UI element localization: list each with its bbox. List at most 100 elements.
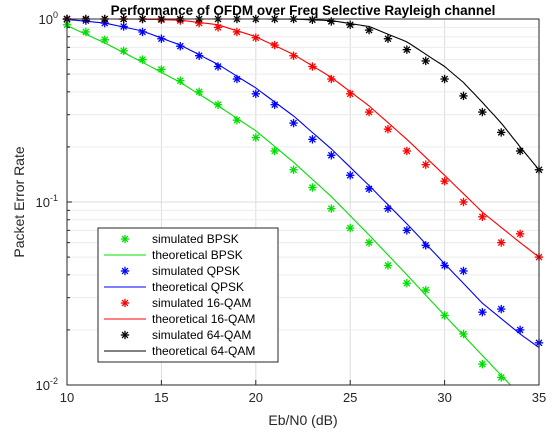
x-tick-label: 30 xyxy=(437,390,451,405)
data-point-simulated-qpsk xyxy=(138,27,147,37)
data-point-simulated-16-qam xyxy=(478,212,487,222)
data-point-simulated-64-qam xyxy=(421,56,430,66)
series-line-theoretical-qpsk xyxy=(66,18,540,349)
data-point-simulated-16-qam xyxy=(251,33,260,42)
data-point-simulated-qpsk xyxy=(251,89,260,99)
data-point-simulated-16-qam xyxy=(364,107,374,117)
data-point-simulated-bpsk xyxy=(364,238,374,247)
data-point-simulated-qpsk xyxy=(119,22,128,31)
data-point-simulated-16-qam xyxy=(327,74,336,84)
legend-label-theoretical-qpsk: theoretical QPSK xyxy=(152,280,244,294)
data-point-simulated-bpsk xyxy=(232,115,242,125)
data-point-simulated-qpsk xyxy=(459,266,468,276)
data-point-simulated-64-qam xyxy=(308,15,317,24)
data-point-simulated-bpsk xyxy=(289,165,298,174)
data-point-simulated-16-qam xyxy=(289,51,298,60)
data-point-simulated-bpsk xyxy=(459,329,468,339)
data-point-simulated-bpsk xyxy=(100,35,109,44)
data-point-simulated-qpsk xyxy=(364,184,374,194)
data-point-simulated-64-qam xyxy=(478,107,487,117)
data-point-simulated-qpsk xyxy=(270,100,279,109)
data-point-simulated-bpsk xyxy=(138,55,147,64)
legend-box xyxy=(97,227,279,363)
data-point-simulated-qpsk xyxy=(402,226,412,235)
chart-title: Performance of OFDM over Freq Selective … xyxy=(111,3,496,18)
data-point-simulated-bpsk xyxy=(194,87,204,97)
data-point-simulated-qpsk xyxy=(308,135,317,144)
axis-ticks: 10 15 20 25 30 35 100 10-1 10-2 xyxy=(36,10,547,405)
x-tick-label: 25 xyxy=(343,390,357,405)
data-point-simulated-16-qam xyxy=(232,27,242,37)
data-point-simulated-bpsk xyxy=(270,146,279,156)
x-tick-label: 35 xyxy=(532,390,546,405)
data-point-simulated-16-qam xyxy=(515,229,525,239)
legend-swatch-simulated-bpsk xyxy=(120,234,130,244)
data-point-simulated-bpsk xyxy=(119,46,128,56)
data-point-simulated-16-qam xyxy=(402,146,412,156)
data-point-simulated-qpsk xyxy=(157,34,166,43)
data-point-simulated-qpsk xyxy=(176,42,185,51)
data-point-simulated-64-qam xyxy=(440,74,449,84)
data-point-simulated-bpsk xyxy=(176,76,185,85)
data-point-simulated-16-qam xyxy=(383,124,393,134)
data-point-simulated-bpsk xyxy=(251,133,260,142)
data-point-simulated-qpsk xyxy=(515,325,525,335)
y-axis-label: Packet Error Rate xyxy=(11,146,27,257)
data-point-simulated-64-qam xyxy=(364,25,374,35)
legend-swatch-simulated-qpsk xyxy=(120,266,130,276)
data-point-simulated-qpsk xyxy=(346,171,355,180)
data-point-simulated-bpsk xyxy=(440,311,449,320)
x-tick-label: 15 xyxy=(154,390,168,405)
data-point-simulated-64-qam xyxy=(497,128,506,137)
data-point-simulated-bpsk xyxy=(81,27,91,37)
data-point-simulated-qpsk xyxy=(232,74,242,84)
x-axis-label: Eb/N0 (dB) xyxy=(268,412,337,428)
data-point-simulated-bpsk xyxy=(308,183,317,192)
data-point-simulated-qpsk xyxy=(194,51,204,60)
data-point-simulated-bpsk xyxy=(402,278,412,288)
data-point-simulated-16-qam xyxy=(308,62,317,71)
y-tick-label: 10-1 xyxy=(36,193,58,210)
data-point-simulated-64-qam xyxy=(383,34,393,43)
data-point-simulated-bpsk xyxy=(478,359,487,369)
data-point-simulated-qpsk xyxy=(383,204,393,213)
x-tick-label: 20 xyxy=(249,390,263,405)
legend-label-simulated-64-qam: simulated 64-QAM xyxy=(152,328,251,342)
data-point-simulated-bpsk xyxy=(383,261,393,270)
legend-label-simulated-16-qam: simulated 16-QAM xyxy=(152,296,251,310)
data-point-simulated-16-qam xyxy=(213,23,223,32)
legend-label-theoretical-16-qam: theoretical 16-QAM xyxy=(152,312,255,326)
data-point-simulated-64-qam xyxy=(346,20,355,29)
legend-label-theoretical-64-qam: theoretical 64-QAM xyxy=(152,344,255,358)
data-point-simulated-qpsk xyxy=(478,307,487,317)
legend-label-theoretical-bpsk: theoretical BPSK xyxy=(152,248,243,262)
data-point-simulated-64-qam xyxy=(515,146,525,156)
data-point-simulated-bpsk xyxy=(213,100,223,109)
data-point-simulated-qpsk xyxy=(497,304,506,314)
legend-swatch-simulated-16-qam xyxy=(120,298,130,308)
data-point-simulated-bpsk xyxy=(157,65,166,74)
data-point-simulated-16-qam xyxy=(346,89,355,99)
data-point-simulated-qpsk xyxy=(289,118,298,128)
data-point-simulated-64-qam xyxy=(327,17,336,26)
data-point-simulated-16-qam xyxy=(497,238,506,247)
data-point-simulated-64-qam xyxy=(459,91,468,101)
data-point-simulated-bpsk xyxy=(327,204,336,213)
legend: simulated BPSK theoretical BPSK simulated … xyxy=(97,227,279,363)
series-markers xyxy=(62,14,544,382)
data-point-simulated-64-qam xyxy=(402,45,412,54)
data-point-simulated-16-qam xyxy=(440,176,449,186)
legend-label-simulated-bpsk: simulated BPSK xyxy=(152,232,239,246)
data-point-simulated-qpsk xyxy=(213,62,223,71)
legend-label-simulated-qpsk: simulated QPSK xyxy=(152,264,240,278)
data-point-simulated-qpsk xyxy=(327,151,336,160)
data-point-simulated-bpsk xyxy=(346,223,355,233)
data-point-simulated-qpsk xyxy=(440,261,449,270)
data-point-simulated-16-qam xyxy=(459,197,468,207)
y-tick-label: 10-2 xyxy=(36,376,58,393)
x-tick-label: 10 xyxy=(60,390,74,405)
data-point-simulated-bpsk xyxy=(421,285,430,295)
data-point-simulated-bpsk xyxy=(497,373,506,382)
data-point-simulated-16-qam xyxy=(270,40,279,50)
